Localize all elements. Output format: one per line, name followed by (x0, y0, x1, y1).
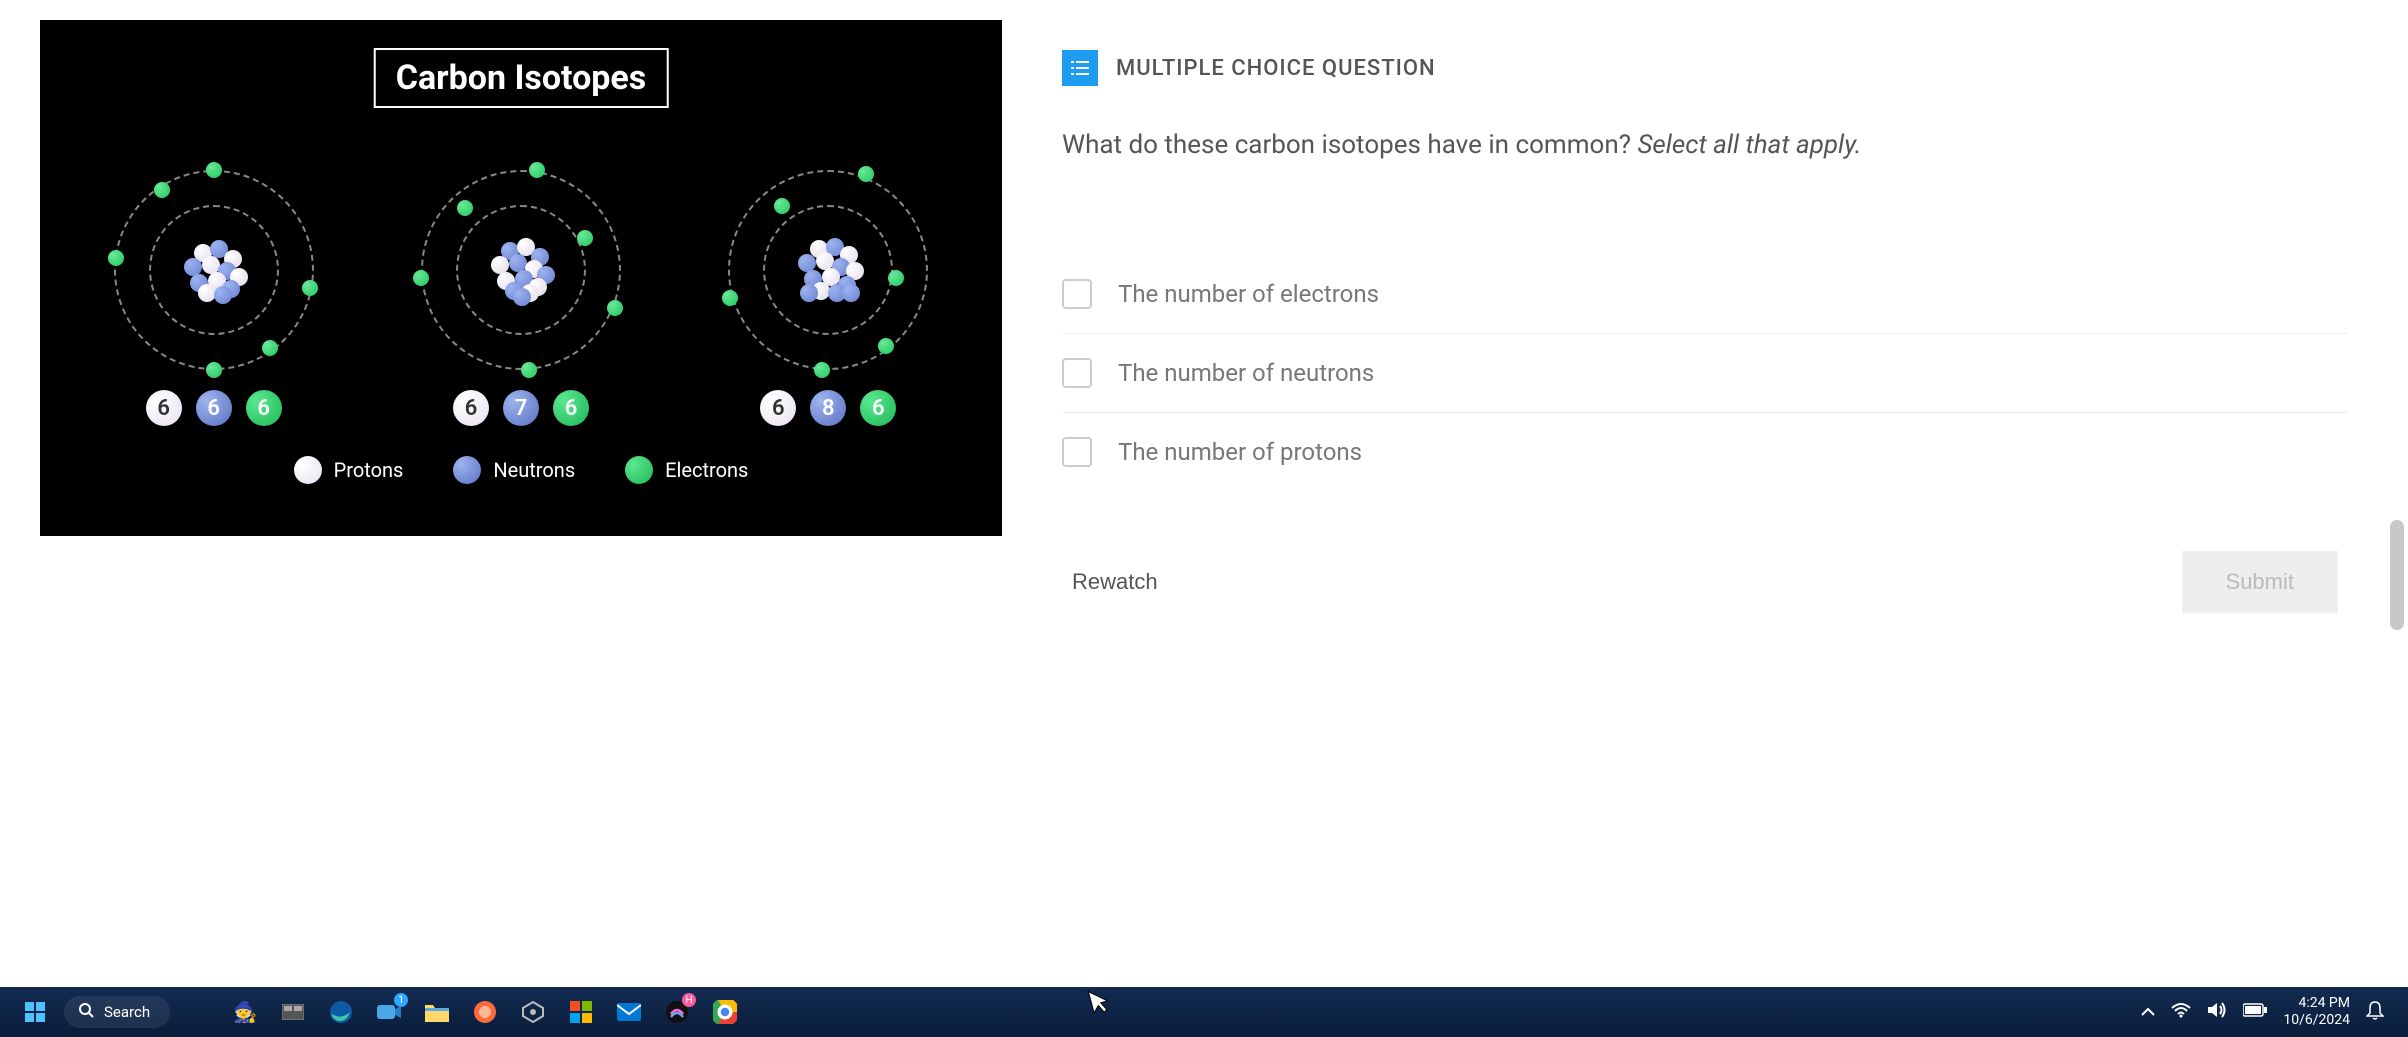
taskbar: Search 🧙 1 H (0, 987, 2408, 1037)
camera-icon[interactable]: 1 (374, 997, 404, 1027)
checkbox[interactable] (1062, 437, 1092, 467)
rewatch-button[interactable]: Rewatch (1072, 569, 1158, 595)
volume-icon[interactable] (2207, 1001, 2227, 1023)
notifications-icon[interactable] (2366, 1000, 2384, 1024)
option-electrons[interactable]: The number of electrons (1062, 255, 2348, 334)
video-title: Carbon Isotopes (396, 58, 647, 98)
copilot-icon[interactable]: H (662, 997, 692, 1027)
option-label: The number of neutrons (1118, 359, 1374, 387)
start-icon[interactable] (20, 997, 50, 1027)
isotope-c14: 6 8 6 (728, 170, 928, 426)
task-view-icon[interactable] (278, 997, 308, 1027)
electron-count: 6 (860, 390, 896, 426)
neutron-swatch (453, 456, 481, 484)
clock-time: 4:24 PM (2283, 995, 2350, 1012)
counts-row: 6 6 6 (146, 390, 282, 426)
video-title-box: Carbon Isotopes (374, 48, 669, 108)
neutron-count: 7 (503, 390, 539, 426)
checkbox[interactable] (1062, 279, 1092, 309)
chrome-icon[interactable] (710, 997, 740, 1027)
list-icon (1062, 50, 1098, 86)
search-icon (78, 1002, 94, 1022)
wifi-icon[interactable] (2171, 1002, 2191, 1022)
app-icon-2[interactable] (470, 997, 500, 1027)
app-icon-3[interactable] (518, 997, 548, 1027)
taskbar-right: 4:24 PM 10/6/2024 (2141, 995, 2408, 1029)
question-panel: MULTIPLE CHOICE QUESTION What do these c… (1002, 0, 2408, 987)
legend-label: Electrons (665, 458, 748, 482)
options-list: The number of electrons The number of ne… (1062, 255, 2348, 491)
legend: Protons Neutrons Electrons (70, 456, 972, 484)
question-header: MULTIPLE CHOICE QUESTION (1062, 50, 2348, 86)
edge-icon[interactable] (326, 997, 356, 1027)
question-prompt: What do these carbon isotopes have in co… (1062, 126, 2348, 165)
taskbar-left: Search (0, 996, 170, 1028)
search-label: Search (104, 1003, 150, 1021)
badge: H (682, 993, 696, 1007)
badge: 1 (394, 993, 408, 1007)
app-icon-1[interactable]: 🧙 (230, 997, 260, 1027)
taskbar-clock[interactable]: 4:24 PM 10/6/2024 (2283, 995, 2350, 1029)
question-prompt-main: What do these carbon isotopes have in co… (1062, 130, 1637, 160)
isotopes-row: 6 6 6 (70, 170, 972, 426)
counts-row: 6 8 6 (760, 390, 896, 426)
atom-diagram (421, 170, 621, 370)
electron-count: 6 (246, 390, 282, 426)
clock-date: 10/6/2024 (2283, 1012, 2350, 1029)
question-type-label: MULTIPLE CHOICE QUESTION (1116, 56, 1436, 81)
video-panel: Carbon Isotopes (40, 20, 1002, 536)
app-icon-4[interactable] (566, 997, 596, 1027)
electron-count: 6 (553, 390, 589, 426)
option-protons[interactable]: The number of protons (1062, 413, 2348, 491)
mail-icon[interactable] (614, 997, 644, 1027)
question-prompt-instruction: Select all that apply. (1637, 130, 1861, 160)
legend-label: Protons (334, 458, 404, 482)
main-content: Carbon Isotopes (0, 0, 2408, 987)
option-label: The number of electrons (1118, 280, 1379, 308)
neutron-count: 8 (810, 390, 846, 426)
file-explorer-icon[interactable] (422, 997, 452, 1027)
neutron-count: 6 (196, 390, 232, 426)
option-neutrons[interactable]: The number of neutrons (1062, 334, 2348, 413)
action-row: Rewatch Submit (1062, 551, 2348, 613)
checkbox[interactable] (1062, 358, 1092, 388)
taskbar-center: 🧙 1 H (230, 997, 740, 1027)
option-label: The number of protons (1118, 438, 1362, 466)
submit-button[interactable]: Submit (2182, 551, 2338, 613)
legend-neutrons: Neutrons (453, 456, 575, 484)
proton-count: 6 (146, 390, 182, 426)
counts-row: 6 7 6 (453, 390, 589, 426)
proton-count: 6 (453, 390, 489, 426)
chevron-up-icon[interactable] (2141, 1003, 2155, 1021)
atom-diagram (728, 170, 928, 370)
scrollbar-thumb[interactable] (2390, 520, 2404, 630)
legend-protons: Protons (294, 456, 404, 484)
isotope-c13: 6 7 6 (421, 170, 621, 426)
legend-label: Neutrons (493, 458, 575, 482)
isotope-c12: 6 6 6 (114, 170, 314, 426)
proton-swatch (294, 456, 322, 484)
cursor-icon (1086, 985, 1114, 1023)
electron-swatch (625, 456, 653, 484)
battery-icon[interactable] (2243, 1003, 2267, 1021)
atom-diagram (114, 170, 314, 370)
proton-count: 6 (760, 390, 796, 426)
legend-electrons: Electrons (625, 456, 748, 484)
taskbar-search[interactable]: Search (64, 996, 170, 1028)
